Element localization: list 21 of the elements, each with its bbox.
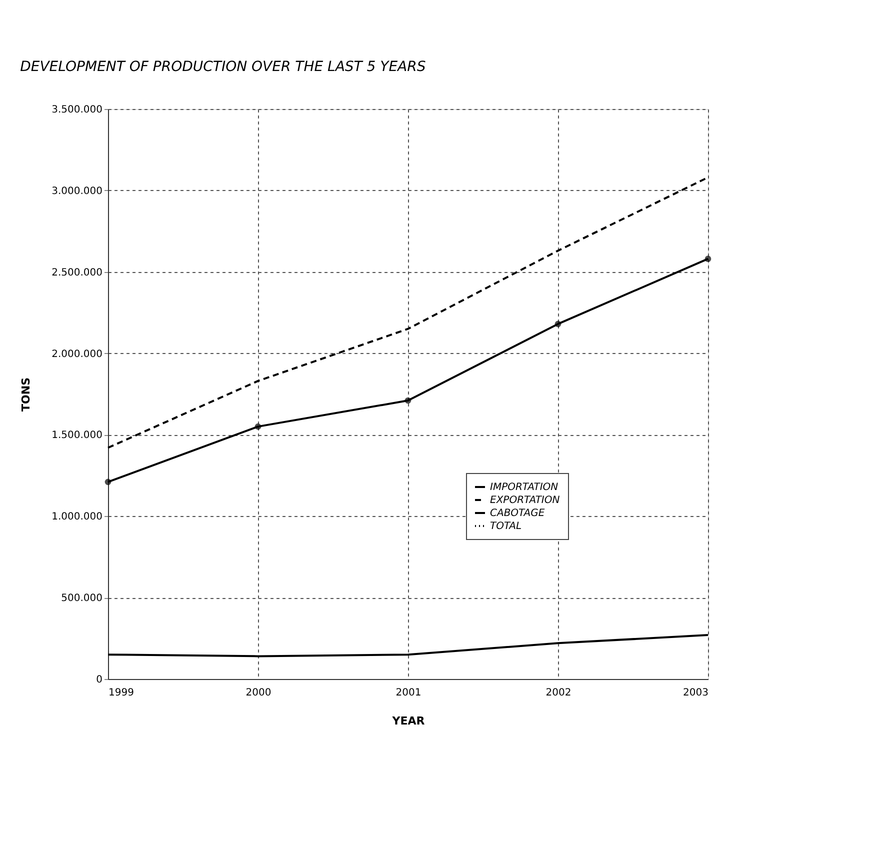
- legend-label: EXPORTATION: [490, 495, 560, 506]
- y-tick-label: 1.000.000: [52, 512, 102, 523]
- y-tick-label: 500.000: [61, 593, 102, 604]
- x-tick-label: 2001: [396, 688, 422, 698]
- x-axis-title: YEAR: [391, 714, 426, 728]
- x-tick-label: 2002: [546, 688, 572, 698]
- y-tick-label: 3.500.000: [52, 104, 102, 116]
- y-axis-title: TONS: [20, 377, 33, 412]
- x-tick-label: 2000: [246, 688, 272, 698]
- y-tick-label: 3.000.000: [52, 186, 102, 197]
- line-series: [107, 634, 709, 658]
- y-tick-label: 1.500.000: [52, 430, 102, 442]
- legend-label: CABOTAGE: [490, 508, 546, 519]
- x-tick-label: 2003: [683, 688, 708, 698]
- y-tick-label: 0: [96, 674, 102, 686]
- y-tick-label: 2.500.000: [52, 267, 102, 278]
- legend-label: IMPORTATION: [490, 482, 559, 493]
- legend-label: TOTAL: [490, 521, 522, 532]
- x-tick-label: 1999: [108, 688, 134, 698]
- y-tick-label: 2.000.000: [52, 348, 102, 360]
- chart-title: DEVELOPMENT OF PRODUCTION OVER THE LAST 5 YEARS: [20, 59, 426, 75]
